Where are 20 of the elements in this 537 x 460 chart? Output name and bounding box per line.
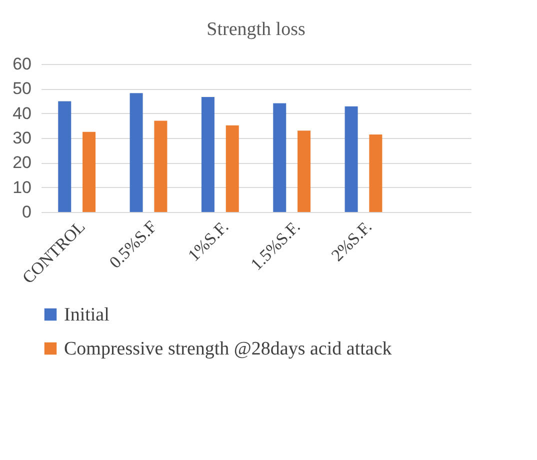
bar — [58, 101, 72, 212]
bar — [130, 93, 143, 212]
bar — [201, 97, 214, 212]
y-tick-label: 50 — [12, 79, 32, 98]
chart-title: Strength loss — [206, 19, 306, 40]
bar — [273, 103, 286, 212]
y-tick-label: 40 — [12, 104, 32, 123]
bar — [298, 130, 311, 212]
legend-label: Compressive strength @28days acid attack — [64, 338, 392, 360]
legend-label: Initial — [64, 304, 110, 326]
bar — [226, 125, 239, 212]
y-tick-label: 0 — [22, 202, 32, 222]
bar — [369, 134, 382, 212]
y-tick-label: 60 — [12, 54, 32, 74]
bar — [82, 132, 96, 212]
y-tick-label: 10 — [12, 178, 32, 197]
bar — [154, 120, 168, 212]
bar — [344, 106, 358, 212]
y-tick-label: 20 — [12, 153, 32, 172]
y-tick-label: 30 — [12, 128, 32, 148]
